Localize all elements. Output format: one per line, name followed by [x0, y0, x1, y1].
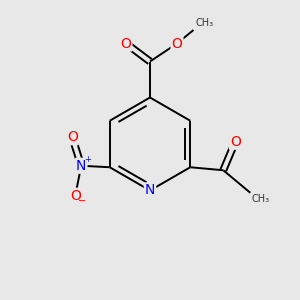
Text: N: N [76, 159, 86, 173]
Text: +: + [84, 154, 91, 164]
Text: CH₃: CH₃ [252, 194, 270, 204]
Text: O: O [67, 130, 78, 144]
Text: N: N [145, 184, 155, 197]
Text: CH₃: CH₃ [195, 19, 213, 28]
Text: O: O [172, 37, 182, 50]
Text: O: O [230, 135, 241, 149]
Text: O: O [70, 189, 81, 203]
Text: O: O [121, 37, 131, 50]
Text: −: − [78, 196, 86, 206]
